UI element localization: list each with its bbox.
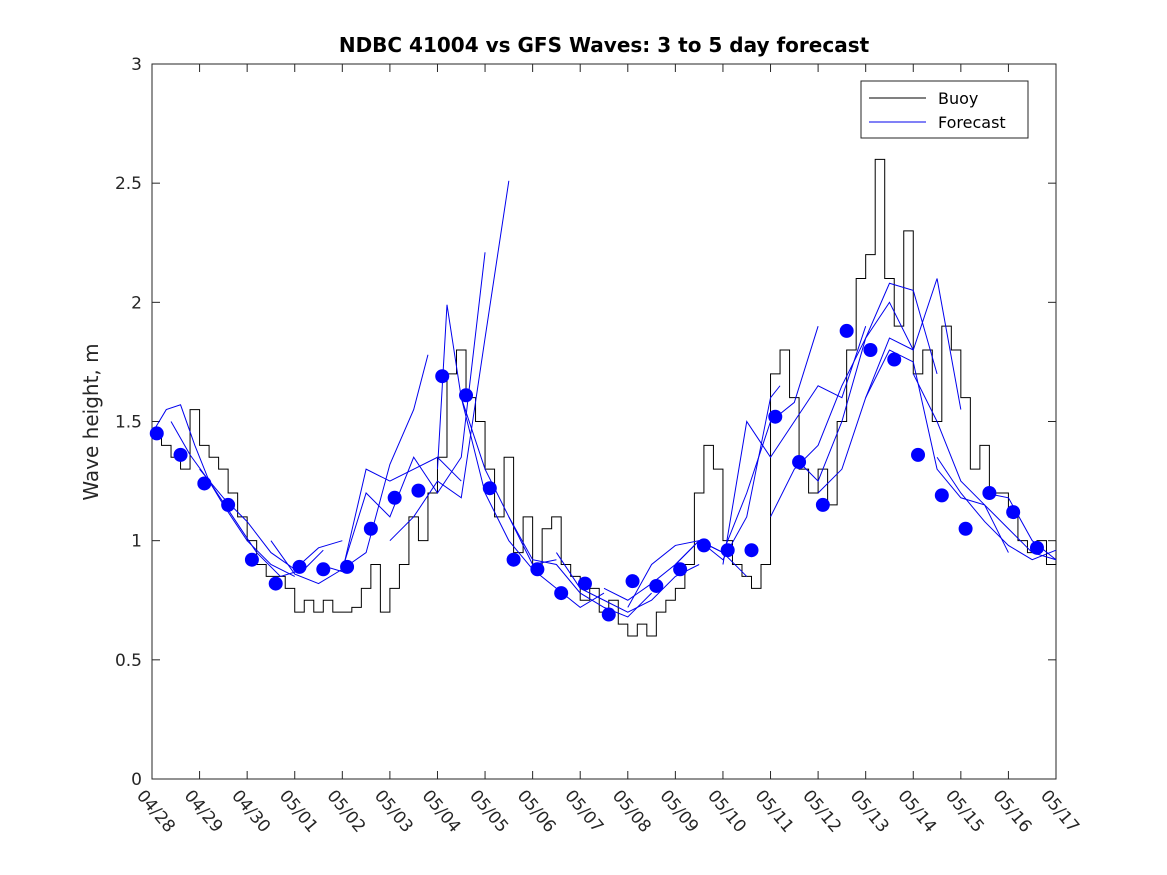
forecast-point: [363, 521, 378, 536]
forecast-point: [815, 497, 830, 512]
forecast-point: [506, 552, 521, 567]
forecast-point: [173, 447, 188, 462]
forecast-point: [1006, 505, 1021, 520]
x-tick-label: 05/15: [941, 786, 988, 836]
forecast-point: [673, 562, 688, 577]
forecast-line: [627, 385, 781, 608]
forecast-point: [268, 576, 283, 591]
forecast-point: [482, 481, 497, 496]
forecast-point: [1029, 540, 1044, 555]
forecast-line: [389, 180, 510, 542]
forecast-line: [817, 278, 962, 494]
forecast-line: [793, 282, 938, 482]
forecast-markers: [149, 323, 1044, 622]
y-tick-label: 3: [131, 55, 142, 75]
x-tick-label: 05/13: [846, 786, 893, 836]
axes-box: [151, 63, 1057, 780]
forecast-point: [554, 586, 569, 601]
y-axis-label: Wave height, m: [79, 343, 103, 500]
forecast-point: [244, 552, 259, 567]
forecast-point: [459, 388, 474, 403]
forecast-point: [911, 447, 926, 462]
forecast-line: [199, 468, 343, 570]
forecast-point: [149, 426, 164, 441]
forecast-point: [720, 543, 735, 558]
forecast-point: [292, 559, 307, 574]
x-tick-label: 05/03: [370, 786, 417, 836]
x-tick-label: 05/16: [989, 786, 1036, 836]
forecast-point: [863, 343, 878, 357]
y-axis: 0 0.5 1 1.5 2 2.5 3: [115, 55, 1056, 790]
forecast-point: [934, 488, 949, 503]
forecast-point: [316, 562, 331, 577]
x-tick-label: 05/05: [465, 786, 512, 836]
forecast-point: [435, 369, 450, 384]
forecast-point: [530, 562, 545, 577]
x-tick-label: 04/30: [227, 786, 274, 836]
forecast-point: [958, 521, 973, 536]
forecast-line: [770, 301, 914, 518]
buoy-series: [152, 158, 1057, 637]
x-tick-label: 05/04: [418, 786, 465, 836]
forecast-point: [387, 490, 402, 505]
forecast-line: [936, 456, 1057, 561]
chart-title: NDBC 41004 vs GFS Waves: 3 to 5 day fore…: [339, 33, 870, 57]
y-tick-label: 1: [131, 532, 142, 552]
forecast-line: [508, 516, 652, 618]
forecast-line: [984, 492, 1057, 561]
y-tick-label: 0: [131, 770, 142, 790]
forecast-point: [577, 576, 592, 591]
forecast-point: [696, 538, 711, 553]
buoy-line: [152, 158, 1057, 637]
legend-forecast-label: Forecast: [938, 113, 1006, 132]
forecast-point: [982, 486, 997, 500]
forecast-point: [625, 574, 640, 589]
legend-box: [860, 80, 1029, 139]
plot-area: 00.511.522.53 04/28 04/29 04/30 05/01 05/02 0…: [115, 55, 1083, 837]
y-tick-label: 2: [131, 293, 142, 313]
x-tick-label: 05/11: [751, 786, 798, 836]
forecast-line: [270, 354, 429, 585]
y-tick-label: 2.5: [115, 174, 142, 194]
forecast-point: [340, 559, 355, 574]
x-tick-label: 05/08: [608, 786, 655, 836]
forecast-point: [744, 543, 759, 558]
forecast-point: [839, 323, 854, 338]
legend-buoy-label: Buoy: [938, 89, 978, 108]
x-tick-label: 05/10: [703, 786, 750, 836]
forecast-line: [722, 326, 867, 565]
x-tick-label: 05/17: [1036, 786, 1083, 836]
forecast-point: [649, 578, 664, 593]
forecast-point: [197, 476, 212, 491]
forecast-point: [601, 607, 616, 622]
x-tick-label: 04/29: [180, 786, 227, 836]
legend: Buoy Forecast: [860, 80, 1029, 139]
forecast-point: [221, 497, 236, 512]
forecast-line: [341, 252, 486, 570]
x-tick-label: 05/01: [275, 786, 322, 836]
x-tick-label: 05/02: [322, 786, 369, 836]
x-tick-label: 04/28: [132, 786, 179, 836]
x-tick-label: 05/07: [560, 786, 607, 836]
x-tick-label: 05/12: [798, 786, 845, 836]
forecast-point: [411, 483, 426, 498]
y-tick-label: 0.5: [115, 651, 142, 671]
x-tick-label: 05/06: [513, 786, 560, 836]
forecast-point: [768, 409, 783, 424]
forecast-point: [792, 455, 807, 470]
x-tick-label: 05/14: [893, 786, 940, 836]
forecast-point: [887, 352, 902, 367]
y-tick-label: 1.5: [115, 413, 142, 433]
x-tick-label: 05/09: [656, 786, 703, 836]
